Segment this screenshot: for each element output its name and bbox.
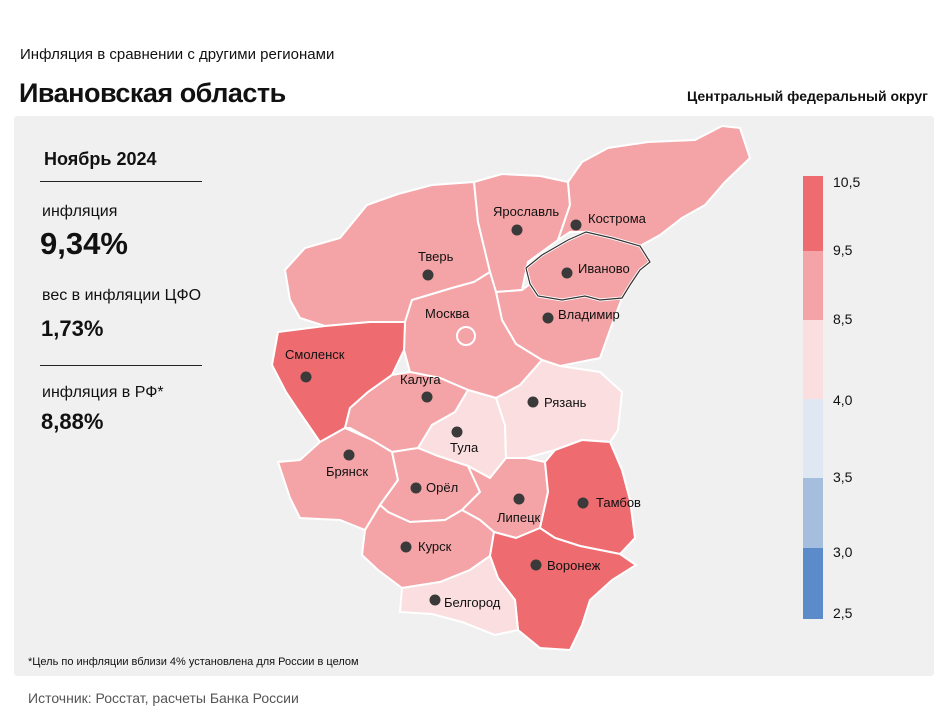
city-label: Белгород [444, 595, 501, 610]
city-label: Брянск [326, 464, 368, 479]
city-marker-smolensk: Смоленск [285, 347, 345, 383]
city-label: Курск [418, 539, 452, 554]
city-marker-bryansk: Брянск [326, 449, 368, 479]
city-label: Орёл [426, 480, 458, 495]
city-marker-yaroslavl: Ярославль [493, 204, 559, 236]
footnote: *Цель по инфляции вблизи 4% установлена … [28, 656, 359, 668]
city-marker-tver: Тверь [418, 249, 454, 281]
city-label: Иваново [578, 261, 630, 276]
inflation-value: 9,34% [40, 226, 128, 261]
city-marker-orel: Орёл [410, 480, 458, 495]
city-label: Кострома [588, 211, 647, 226]
city-marker-moscow: Москва [425, 306, 476, 346]
inflation-label: инфляция [42, 203, 118, 220]
city-marker-belgorod: Белгород [429, 594, 501, 610]
city-marker-voronezh: Воронеж [530, 558, 601, 573]
divider [40, 181, 202, 182]
legend-tick: 10,5 [833, 174, 861, 190]
selected-region-outline [525, 231, 651, 301]
legend-swatch-lowest [803, 548, 823, 619]
city-marker-ryazan: Рязань [527, 395, 587, 410]
subtitle: Инфляция в сравнении с другими регионами [20, 46, 335, 63]
period-label: Ноябрь 2024 [44, 149, 157, 169]
region-kostroma[interactable] [556, 124, 752, 248]
legend-swatch-high [803, 176, 823, 251]
weight-label: вес в инфляции ЦФО [42, 287, 202, 304]
rf-inflation-value: 8,88% [41, 409, 104, 434]
city-label: Тула [450, 440, 479, 455]
city-marker-tula: Тула [450, 426, 479, 455]
city-label: Тверь [418, 249, 454, 264]
region-belgorod[interactable] [398, 554, 520, 637]
weight-value: 1,73% [41, 316, 104, 341]
city-marker-kostroma: Кострома [570, 211, 647, 231]
legend-swatch-neutral [803, 399, 823, 478]
city-label: Ярославль [493, 204, 559, 219]
city-marker-kursk: Курск [400, 539, 452, 554]
city-marker-kaluga: Калуга [400, 372, 441, 403]
legend-tick: 3,0 [833, 544, 853, 560]
city-label: Воронеж [547, 558, 601, 573]
city-label: Калуга [400, 372, 441, 387]
legend-tick: 9,5 [833, 242, 853, 258]
city-label: Москва [425, 306, 470, 321]
city-marker-tambov: Тамбов [577, 495, 641, 510]
legend-tick: 2,5 [833, 605, 853, 621]
city-label: Рязань [544, 395, 587, 410]
city-label: Смоленск [285, 347, 345, 362]
legend-tick: 8,5 [833, 311, 853, 327]
legend-bar [803, 176, 823, 619]
city-marker-vladimir: Владимир [542, 307, 620, 324]
city-label: Липецк [497, 510, 541, 525]
legend-tick: 3,5 [833, 469, 853, 485]
district-label: Центральный федеральный округ [686, 88, 928, 104]
city-label: Тамбов [596, 495, 641, 510]
legend-tick: 4,0 [833, 392, 853, 408]
legend-swatch-upper [803, 251, 823, 320]
page-title: Ивановская область [19, 78, 286, 108]
source-note: Источник: Росстат, расчеты Банка России [28, 690, 299, 706]
city-label: Владимир [558, 307, 620, 322]
city-marker-lipetsk: Липецк [497, 493, 541, 525]
rf-inflation-label: инфляция в РФ* [42, 384, 164, 401]
legend-swatch-mid [803, 320, 823, 399]
legend-swatch-low [803, 478, 823, 548]
city-marker-ivanovo: Иваново [561, 261, 630, 279]
region-yaroslavl[interactable] [472, 172, 572, 294]
divider [40, 365, 202, 366]
